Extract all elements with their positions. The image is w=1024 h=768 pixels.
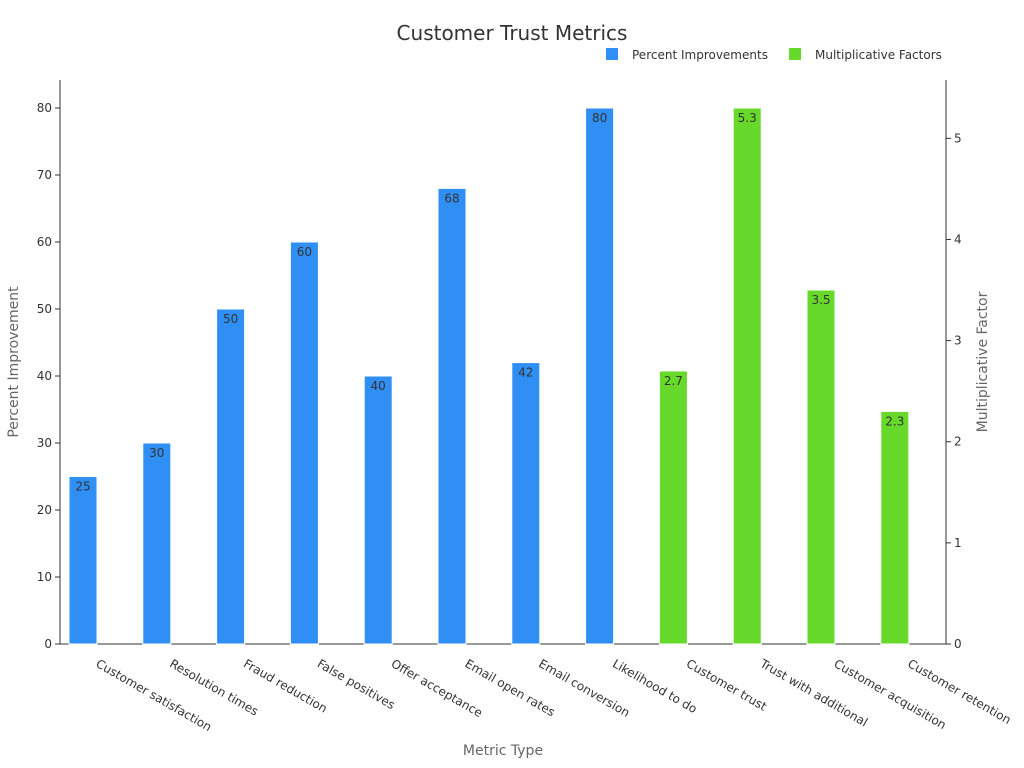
percent-improvement-bar [585,107,615,645]
left-y-axis-title: Percent Improvement [6,286,22,438]
right-y-tick-label: 3 [954,334,962,348]
percent-improvement-bar [437,187,467,645]
left-y-tick-label: 50 [37,302,52,316]
multiplicative-factor-bar [658,370,688,645]
data-labels: 25 30 50 60 40 68 42 80 2.7 5.3 3.5 2.3 [75,111,904,494]
bar-value-label: 50 [223,312,238,326]
right-y-tick-label: 2 [954,435,962,449]
left-y-tick-label: 0 [44,637,52,651]
percent-improvement-bar [142,442,172,645]
right-y-tick-label: 0 [954,637,962,651]
right-y-tick-label: 5 [954,131,962,145]
left-y-axis-ticks: 0 10 20 30 40 50 60 70 80 [37,101,60,651]
bar-value-label: 80 [592,111,607,125]
percent-improvement-bar [363,375,393,645]
left-y-tick-label: 30 [37,436,52,450]
legend-swatch-percent [606,48,618,60]
legend: Percent Improvements Multiplicative Fact… [606,48,942,62]
legend-swatch-multiplicative [789,48,801,60]
bars [68,107,910,645]
legend-label-multiplicative: Multiplicative Factors [815,48,942,62]
bar-value-label: 2.3 [885,414,904,428]
bar-value-label: 2.7 [664,374,683,388]
right-y-tick-label: 1 [954,536,962,550]
percent-improvement-bar [68,476,98,645]
left-y-tick-label: 20 [37,503,52,517]
multiplicative-factor-bar [880,410,910,645]
left-y-tick-label: 10 [37,570,52,584]
right-y-axis-ticks: 0 1 2 3 4 5 [946,131,962,651]
bar-value-label: 25 [75,480,90,494]
percent-improvement-bar [216,308,246,645]
bar-value-label: 60 [297,245,312,259]
bar-value-label: 68 [444,191,459,205]
percent-improvement-bar [289,241,319,645]
right-y-axis-title: Multiplicative Factor [975,291,991,432]
legend-label-percent: Percent Improvements [632,48,768,62]
bar-value-label: 40 [371,379,386,393]
left-y-tick-label: 40 [37,369,52,383]
percent-improvement-bar [511,362,541,645]
left-y-tick-label: 80 [37,101,52,115]
multiplicative-factor-bar [806,289,836,645]
right-y-tick-label: 4 [954,232,962,246]
x-axis-title: Metric Type [463,743,543,759]
bar-value-label: 3.5 [811,293,830,307]
bar-value-label: 30 [149,446,164,460]
multiplicative-factor-bar [732,107,762,645]
bar-value-label: 42 [518,366,533,380]
chart-title: Customer Trust Metrics [397,21,628,45]
left-y-tick-label: 60 [37,235,52,249]
bar-value-label: 5.3 [738,111,757,125]
left-y-tick-label: 70 [37,168,52,182]
